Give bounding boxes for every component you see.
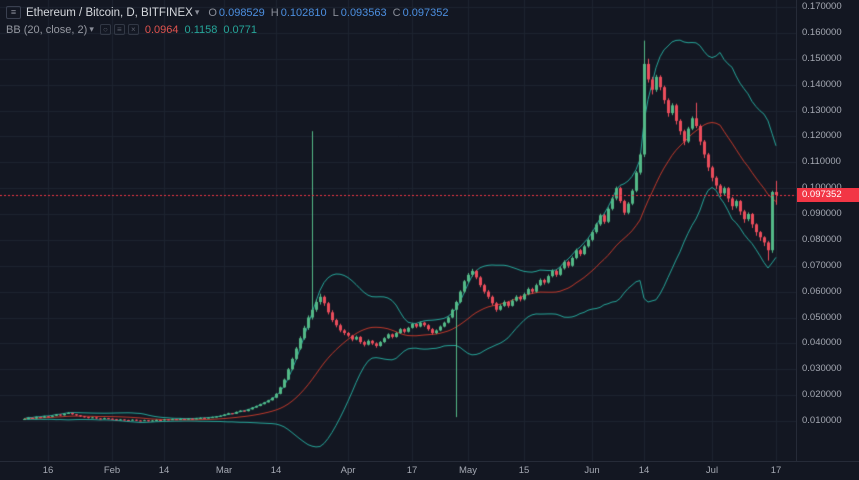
price-axis-label: 0.020000 bbox=[802, 389, 842, 401]
price-axis-label: 0.040000 bbox=[802, 337, 842, 349]
close-label: C bbox=[392, 6, 401, 19]
indicator-caret-icon[interactable]: ▾ bbox=[89, 24, 94, 34]
price-axis-label: 0.080000 bbox=[802, 233, 842, 245]
bb-basis-value: 0.0964 bbox=[144, 23, 179, 36]
chart-legend: ≡ Ethereum / Bitcoin, D, BITFINEX ▾ O 0.… bbox=[6, 4, 449, 38]
time-axis-label: 14 bbox=[270, 465, 282, 476]
open-value: 0.098529 bbox=[218, 6, 265, 19]
bb-upper-value: 0.1158 bbox=[184, 23, 218, 36]
price-axis-label: 0.090000 bbox=[802, 208, 842, 219]
time-axis-label: 15 bbox=[518, 465, 530, 476]
time-axis-label: 14 bbox=[158, 465, 170, 476]
price-axis-label: 0.070000 bbox=[802, 259, 842, 271]
last-price-label: 0.097352 bbox=[797, 187, 859, 202]
indicator-label[interactable]: BB (20, close, 2) bbox=[6, 23, 88, 36]
indicator-row: BB (20, close, 2) ▾ ○ ≡ × 0.0964 0.1158 … bbox=[6, 21, 449, 38]
open-label: O bbox=[208, 6, 217, 19]
indicator-settings-icon[interactable]: ≡ bbox=[113, 24, 125, 35]
symbol-title[interactable]: Ethereum / Bitcoin, D, BITFINEX bbox=[26, 6, 193, 19]
high-label: H bbox=[270, 6, 279, 19]
symbol-caret-icon[interactable]: ▾ bbox=[194, 7, 200, 17]
price-axis-label: 0.010000 bbox=[802, 415, 842, 426]
price-axis-label: 0.150000 bbox=[802, 52, 842, 64]
time-axis-label: 16 bbox=[42, 465, 54, 476]
price-axis-label: 0.130000 bbox=[802, 104, 842, 116]
time-axis-label: Feb bbox=[103, 465, 121, 476]
price-axis-label: 0.160000 bbox=[802, 26, 842, 38]
low-label: L bbox=[332, 6, 339, 19]
time-axis-label: 17 bbox=[770, 465, 782, 476]
price-axis-label: 0.030000 bbox=[802, 363, 842, 375]
time-axis-label: Apr bbox=[340, 465, 356, 476]
symbol-row: ≡ Ethereum / Bitcoin, D, BITFINEX ▾ O 0.… bbox=[6, 4, 449, 21]
close-value: 0.097352 bbox=[402, 6, 449, 19]
high-value: 0.102810 bbox=[280, 6, 327, 19]
chart-menu-icon[interactable]: ≡ bbox=[6, 6, 21, 19]
indicator-delete-icon[interactable]: × bbox=[127, 24, 139, 35]
price-axis-label: 0.060000 bbox=[802, 285, 842, 297]
time-axis-label: 17 bbox=[406, 465, 418, 476]
time-axis-label: Jun bbox=[584, 465, 600, 476]
price-axis-label: 0.120000 bbox=[802, 130, 842, 142]
indicator-visibility-icon[interactable]: ○ bbox=[99, 24, 111, 35]
low-value: 0.093563 bbox=[340, 6, 387, 19]
time-axis[interactable]: 16 Feb 14 Mar 14 Apr 17 May 15 Jun 14 Jul 17 bbox=[0, 461, 859, 480]
price-axis-label: 0.110000 bbox=[802, 156, 841, 168]
time-axis-label: Mar bbox=[215, 465, 233, 476]
price-axis-label: 0.140000 bbox=[802, 78, 842, 90]
time-axis-label: May bbox=[459, 465, 477, 476]
time-axis-label: 14 bbox=[638, 465, 650, 476]
price-axis[interactable]: 0.170000 0.160000 0.150000 0.140000 0.130000… bbox=[796, 0, 859, 462]
bb-lower-value: 0.0771 bbox=[223, 23, 257, 36]
time-axis-label: Jul bbox=[705, 465, 719, 476]
price-axis-label: 0.050000 bbox=[802, 311, 842, 323]
price-axis-label: 0.170000 bbox=[802, 1, 842, 12]
